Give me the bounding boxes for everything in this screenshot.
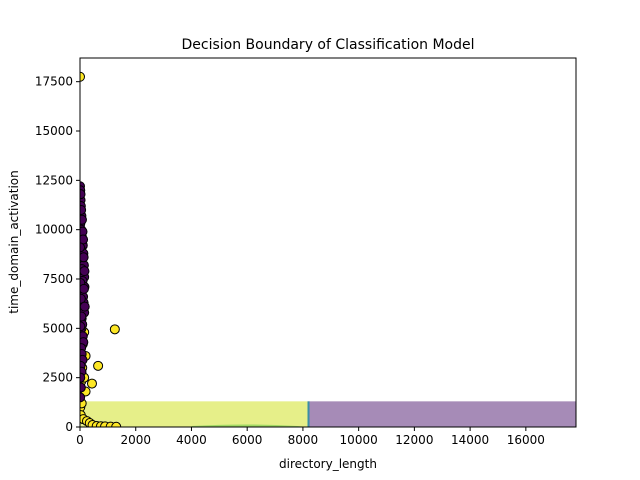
- x-tick-label-2: 4000: [176, 433, 207, 447]
- chart-title: Decision Boundary of Classification Mode…: [182, 37, 475, 53]
- x-tick-label-4: 8000: [288, 433, 319, 447]
- scatter-point-yellow-1: [109, 324, 120, 335]
- scatter-point-purple-36: [80, 189, 86, 200]
- scatter-point-purple-48: [80, 311, 87, 322]
- y-axis-ticks: 0 2500 5000 7500 10000 12500 15000 17500: [35, 75, 80, 434]
- y-tick-label-7: 17500: [35, 75, 73, 89]
- y-axis-label: time_domain_activation: [7, 170, 21, 313]
- scatter-point-purple-38: [80, 214, 87, 225]
- y-tick-label-5: 12500: [35, 173, 73, 187]
- scatter-point-purple-42: [80, 252, 89, 263]
- decision-region-green-band: [191, 424, 309, 427]
- x-axis-ticks: 0 2000 4000 6000 8000 10000 12000 14000 16000: [76, 427, 545, 447]
- scatter-point-yellow-2: [93, 360, 104, 371]
- plot-area: [79, 57, 577, 428]
- x-tick-label-7: 14000: [451, 433, 489, 447]
- scatter-point-purple-34: [80, 382, 86, 393]
- y-tick-label-3: 7500: [42, 272, 73, 286]
- scatter-point-purple-41: [80, 242, 85, 253]
- scatter-point-purple-43: [80, 266, 90, 277]
- scatter-point-yellow-3: [86, 378, 97, 389]
- x-tick-label-3: 6000: [232, 433, 263, 447]
- y-tick-label-1: 2500: [42, 371, 73, 385]
- plot-frame: [79, 57, 577, 428]
- x-tick-label-1: 2000: [120, 433, 151, 447]
- x-tick-label-0: 0: [76, 433, 84, 447]
- decision-region-purple: [308, 401, 576, 427]
- y-tick-label-2: 5000: [42, 321, 73, 335]
- scatter-point-purple-37: [80, 204, 87, 215]
- scatter-point-purple-45: [80, 283, 89, 294]
- y-tick-label-0: 0: [65, 420, 73, 434]
- scatter-point-purple-46: [80, 293, 86, 304]
- x-tick-label-8: 16000: [507, 433, 545, 447]
- scatter-point-yellow-0: [80, 71, 85, 82]
- y-tick-label-6: 15000: [35, 124, 73, 138]
- scatter-point-purple-47: [80, 301, 90, 312]
- x-tick-label-6: 12000: [395, 433, 433, 447]
- x-tick-label-5: 10000: [340, 433, 378, 447]
- x-axis-label: directory_length: [279, 457, 377, 471]
- plot-inner: [80, 71, 576, 427]
- y-tick-label-4: 10000: [35, 223, 73, 237]
